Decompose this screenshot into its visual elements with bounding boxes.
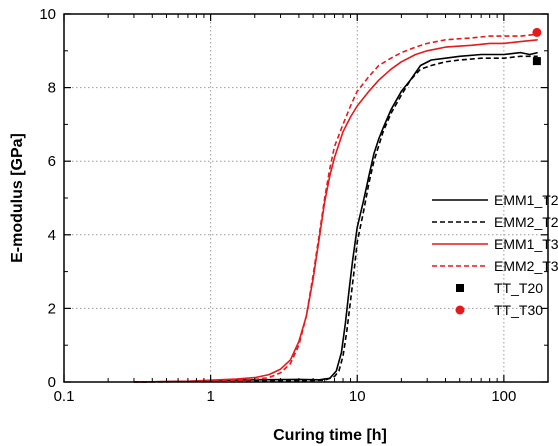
y-tick-label: 6 <box>48 153 56 170</box>
series-line-emm2-t20 <box>133 55 538 383</box>
x-tick-label: 10 <box>349 388 366 405</box>
x-tick-label: 0.1 <box>54 388 75 405</box>
legend-label-emm2-t20: EMM2_T20 <box>494 214 558 230</box>
y-tick-label: 8 <box>48 80 56 97</box>
y-tick-label: 4 <box>48 227 56 244</box>
legend: EMM1_T20 EMM2_T20 EMM1_T30 EMM2_T30 TT_T20 TT… <box>432 192 558 318</box>
y-axis-title: E-modulus [GPa] <box>9 133 26 263</box>
series-line-emm1-t30 <box>133 39 538 383</box>
legend-label-emm2-t30: EMM2_T30 <box>494 258 558 274</box>
series-line-emm2-t30 <box>133 33 538 383</box>
legend-label-emm1-t30: EMM1_T30 <box>494 236 558 252</box>
y-tick-label: 10 <box>39 6 56 23</box>
legend-swatch-tt-t20 <box>456 284 464 292</box>
legend-label-emm1-t20: EMM1_T20 <box>494 192 558 208</box>
legend-swatch-tt-t30 <box>455 305 465 315</box>
series-line-emm1-t20 <box>133 51 538 383</box>
y-tick-labels: 0 2 4 6 8 10 <box>39 6 56 391</box>
marker-tt-t20 <box>532 57 541 66</box>
x-tick-label: 1 <box>206 388 214 405</box>
x-tick-label: 100 <box>491 388 516 405</box>
marker-tt-t30 <box>532 27 542 37</box>
axis-ticks <box>63 13 548 383</box>
y-tick-label: 0 <box>48 374 56 391</box>
legend-label-tt-t20: TT_T20 <box>494 280 543 296</box>
plot-frame <box>63 13 549 383</box>
x-tick-labels: 0.1 1 10 100 <box>54 388 517 405</box>
grid-lines <box>64 14 548 382</box>
y-tick-label: 2 <box>48 300 56 317</box>
series-lines <box>133 27 542 383</box>
x-axis-title: Curing time [h] <box>273 427 387 444</box>
legend-label-tt-t30: TT_T30 <box>494 302 543 318</box>
